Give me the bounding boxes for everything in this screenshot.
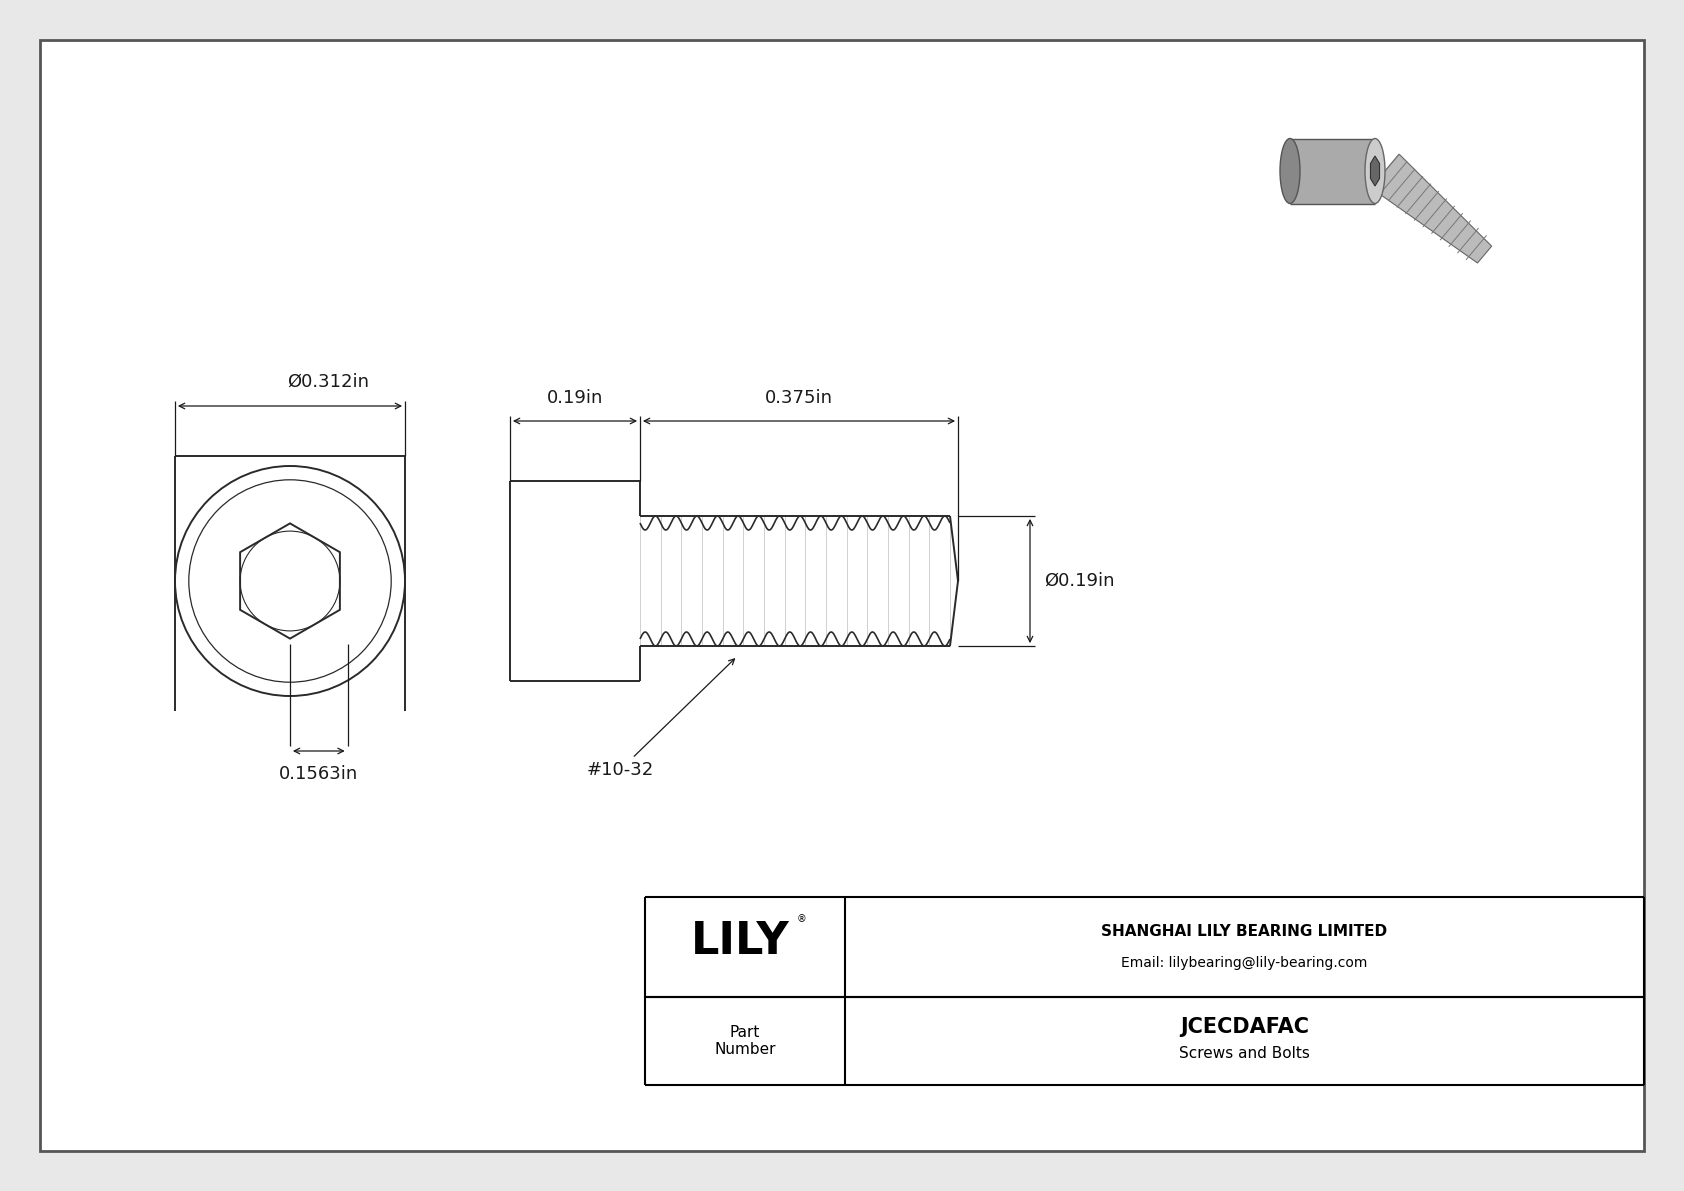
Text: LILY: LILY bbox=[690, 921, 790, 964]
Text: #10-32: #10-32 bbox=[586, 659, 734, 779]
Text: 0.1563in: 0.1563in bbox=[280, 765, 359, 782]
Text: ®: ® bbox=[797, 913, 807, 924]
Polygon shape bbox=[1371, 154, 1492, 263]
Ellipse shape bbox=[1280, 138, 1300, 204]
Text: Ø0.19in: Ø0.19in bbox=[1044, 572, 1115, 590]
Text: 0.19in: 0.19in bbox=[547, 389, 603, 407]
Text: Email: lilybearing@lily-bearing.com: Email: lilybearing@lily-bearing.com bbox=[1122, 956, 1367, 969]
Polygon shape bbox=[1371, 156, 1379, 186]
Text: Ø0.312in: Ø0.312in bbox=[286, 373, 369, 391]
Text: Part
Number: Part Number bbox=[714, 1024, 776, 1058]
Text: 0.375in: 0.375in bbox=[765, 389, 834, 407]
Ellipse shape bbox=[1366, 138, 1384, 204]
Text: Screws and Bolts: Screws and Bolts bbox=[1179, 1046, 1310, 1060]
Text: SHANGHAI LILY BEARING LIMITED: SHANGHAI LILY BEARING LIMITED bbox=[1101, 923, 1388, 939]
Text: JCECDAFAC: JCECDAFAC bbox=[1180, 1017, 1308, 1037]
Bar bbox=[1290, 138, 1376, 204]
